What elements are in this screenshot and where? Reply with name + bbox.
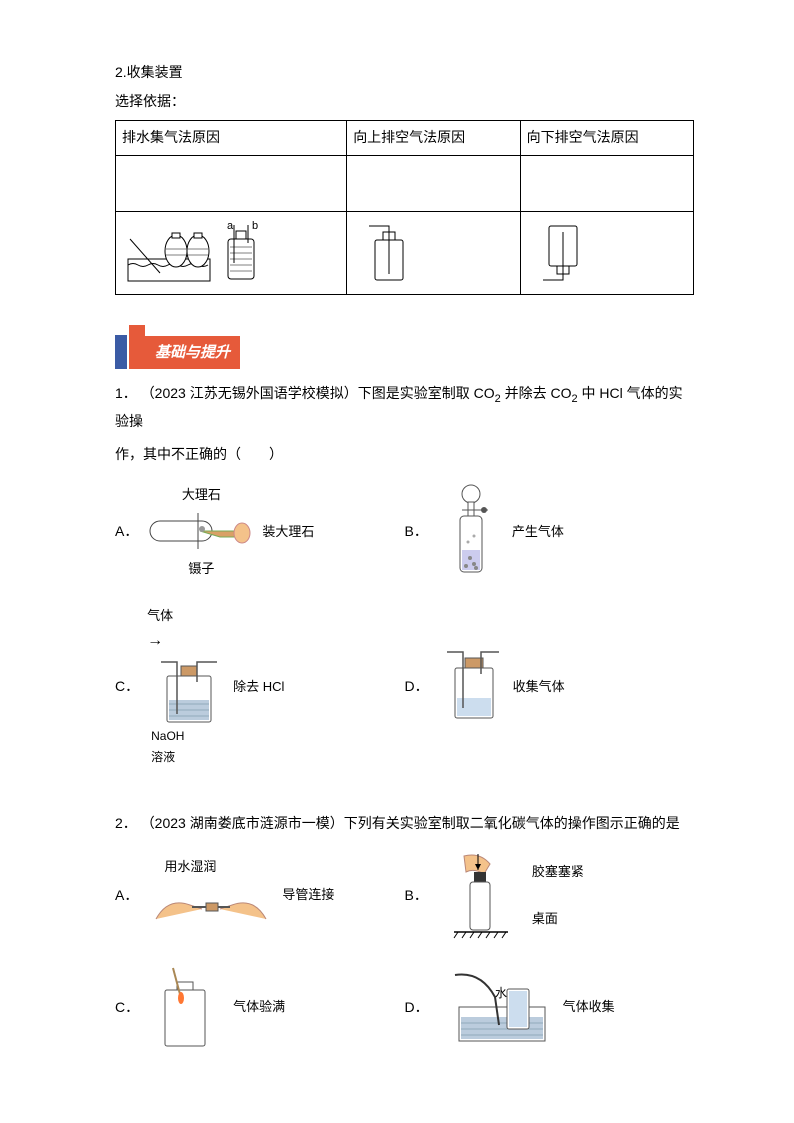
svg-text:b: b xyxy=(252,221,258,232)
q1-opt-a: A． 大理石 镊子 装大理石 xyxy=(115,482,405,582)
q1-opt-d: D． 收集气体 xyxy=(405,604,695,769)
cell xyxy=(520,155,693,211)
q1-options: A． 大理石 镊子 装大理石 B． xyxy=(115,482,694,791)
table-diagram-row: a b xyxy=(116,211,694,294)
label: 用水湿润 xyxy=(164,855,276,878)
q2-num: 2． xyxy=(115,815,137,831)
q2-opt-b: B． 胶塞塞紧 桌面 xyxy=(405,850,695,940)
opt-letter: B． xyxy=(405,883,428,908)
svg-text:水: 水 xyxy=(495,986,507,1000)
upward-air-icon xyxy=(353,218,423,288)
water-collect-icon: 水 xyxy=(437,967,557,1047)
label: 镊子 xyxy=(146,557,256,580)
cell-water-displacement: a b xyxy=(116,211,347,294)
opt-letter: A． xyxy=(115,883,138,908)
q2-options: A． 用水湿润 导管连接 B． xyxy=(115,850,694,1074)
cell xyxy=(347,155,520,211)
question-1: 1． （2023 江苏无锡外国语学校模拟）下图是实验室制取 CO2 并除去 CO… xyxy=(115,381,694,435)
opt-letter: B． xyxy=(405,519,428,544)
q2-text: （2023 湖南娄底市涟源市一模）下列有关实验室制取二氧化碳气体的操作图示正确的… xyxy=(141,815,680,831)
q2-opt-a: A． 用水湿润 导管连接 xyxy=(115,850,405,940)
q1-p1: （2023 江苏无锡外国语学校模拟）下图是实验室制取 CO xyxy=(141,385,495,401)
table-header-row: 排水集气法原因 向上排空气法原因 向下排空气法原因 xyxy=(116,121,694,155)
label: 收集气体 xyxy=(513,675,565,698)
label: 产生气体 xyxy=(512,520,564,543)
label: 除去 HCl xyxy=(233,675,284,698)
label: 气体验满 xyxy=(233,995,285,1018)
section-badge: 基础与提升 xyxy=(115,325,694,369)
badge-bar-blue xyxy=(115,335,127,369)
cell xyxy=(116,155,347,211)
downward-air-icon xyxy=(527,218,597,288)
label: 胶塞塞紧 桌面 xyxy=(532,860,584,930)
label: 装大理石 xyxy=(262,520,314,543)
badge-bar-orange xyxy=(129,325,145,369)
badge-text: 基础与提升 xyxy=(145,336,240,369)
cell-upward-air xyxy=(347,211,520,294)
tube-connect-icon xyxy=(146,879,276,935)
heading-basis: 选择依据： xyxy=(115,89,694,114)
col-2: 向上排空气法原因 xyxy=(347,121,520,155)
opt-letter: A． xyxy=(115,519,138,544)
water-collection-icon: a b xyxy=(122,221,272,285)
opt-letter: C． xyxy=(115,995,139,1020)
q1-opt-b: B． 产生气体 xyxy=(405,482,695,582)
svg-text:a: a xyxy=(227,221,234,232)
label: NaOH溶液 xyxy=(151,726,227,769)
gas-full-check-icon xyxy=(147,962,227,1052)
stopper-press-icon xyxy=(436,850,526,940)
hcl-removal-icon xyxy=(147,656,227,726)
opt-letter: D． xyxy=(405,995,429,1020)
gas-generation-icon xyxy=(436,482,506,582)
q1-num: 1． xyxy=(115,385,137,401)
label: 大理石 xyxy=(146,483,256,506)
col-3: 向下排空气法原因 xyxy=(520,121,693,155)
cell-downward-air xyxy=(520,211,693,294)
q1-opt-c: C． 气体→ NaOH溶液 除去 HCl xyxy=(115,604,405,769)
methods-table: 排水集气法原因 向上排空气法原因 向下排空气法原因 xyxy=(115,120,694,294)
marble-loading-icon xyxy=(146,507,256,557)
heading-collection: 2.收集装置 xyxy=(115,60,694,85)
label: 气体收集 xyxy=(563,995,615,1018)
label: 气体→ xyxy=(147,604,227,656)
question-2: 2． （2023 湖南娄底市涟源市一模）下列有关实验室制取二氧化碳气体的操作图示… xyxy=(115,811,694,836)
col-1: 排水集气法原因 xyxy=(116,121,347,155)
gas-collection-icon xyxy=(437,646,507,726)
opt-letter: D． xyxy=(405,674,429,699)
question-1-line2: 作，其中不正确的（ ） xyxy=(115,442,694,467)
label: 导管连接 xyxy=(282,883,334,906)
q1-p2: 并除去 CO xyxy=(505,385,572,401)
q2-opt-d: D． 水 气体收集 xyxy=(405,962,695,1052)
table-answer-row xyxy=(116,155,694,211)
q2-opt-c: C． 气体验满 xyxy=(115,962,405,1052)
opt-letter: C． xyxy=(115,674,139,699)
